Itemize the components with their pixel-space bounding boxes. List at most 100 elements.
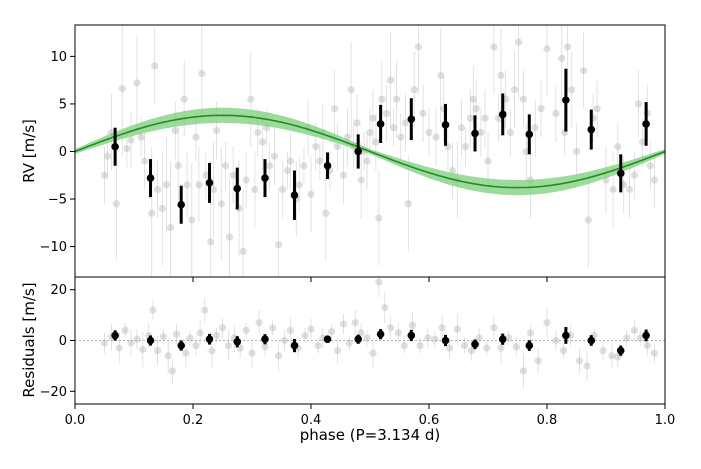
raw-point xyxy=(366,128,374,137)
raw-point xyxy=(347,86,355,94)
raw-point xyxy=(174,162,182,170)
raw-point xyxy=(636,334,644,342)
raw-point xyxy=(414,43,422,51)
binned-point xyxy=(498,335,507,344)
raw-point xyxy=(519,367,528,375)
raw-point xyxy=(490,43,498,51)
raw-point xyxy=(401,119,409,127)
raw-point xyxy=(363,334,371,342)
raw-point xyxy=(437,71,445,79)
raw-point xyxy=(650,349,658,357)
raw-point xyxy=(519,95,528,103)
raw-point xyxy=(154,185,162,194)
phase-x-tick-label: 1.0 xyxy=(655,413,676,428)
binned-point xyxy=(205,335,214,344)
raw-point xyxy=(510,86,519,94)
raw-point xyxy=(497,344,505,352)
raw-point xyxy=(583,362,591,370)
raw-point xyxy=(186,334,194,342)
raw-point xyxy=(224,341,232,350)
binned-point xyxy=(587,125,596,134)
raw-point xyxy=(307,325,315,333)
raw-point xyxy=(270,152,279,160)
raw-point xyxy=(141,157,149,165)
raw-point xyxy=(254,128,262,137)
raw-point xyxy=(202,171,210,179)
raw-point xyxy=(599,347,607,355)
raw-point xyxy=(449,166,457,175)
raw-point xyxy=(410,86,418,94)
raw-point xyxy=(248,349,256,357)
residuals-y-tick-label: 20 xyxy=(50,283,67,298)
raw-point xyxy=(363,157,371,165)
rv-y-ticks: −10 −5 0 5 10 xyxy=(40,50,75,255)
raw-point xyxy=(469,95,477,103)
binned-point xyxy=(642,120,650,128)
raw-point xyxy=(394,329,402,337)
binned-point xyxy=(498,110,507,119)
phase-x-tick-label: 0.8 xyxy=(537,413,558,428)
raw-point xyxy=(218,324,227,332)
raw-point xyxy=(151,62,159,70)
residuals-x-ticks: 0.0 0.2 0.4 0.6 0.8 1.0 xyxy=(65,404,676,428)
raw-point xyxy=(484,157,492,165)
rv-model xyxy=(75,107,665,196)
binned-point xyxy=(354,147,363,156)
raw-point xyxy=(543,319,551,327)
raw-point xyxy=(477,128,485,137)
rv-binned-points xyxy=(111,68,650,224)
raw-point xyxy=(534,357,542,365)
raw-point xyxy=(404,200,412,208)
raw-point xyxy=(432,133,440,141)
raw-point xyxy=(512,343,520,351)
binned-point xyxy=(407,115,416,123)
raw-point xyxy=(526,329,535,337)
raw-point xyxy=(630,326,638,334)
raw-point xyxy=(172,330,181,338)
raw-point xyxy=(154,347,162,355)
raw-point xyxy=(515,38,523,46)
binned-point xyxy=(261,174,269,182)
raw-point xyxy=(274,241,283,249)
raw-point xyxy=(301,331,309,340)
raw-point xyxy=(400,341,408,350)
raw-point xyxy=(457,124,466,132)
raw-point xyxy=(295,181,303,189)
raw-point xyxy=(188,216,196,224)
model-curve xyxy=(75,114,665,189)
raw-point xyxy=(453,325,461,333)
raw-point xyxy=(375,278,383,286)
raw-point xyxy=(217,200,225,208)
rv-y-axis-label: RV [m/s] xyxy=(20,119,38,183)
raw-point xyxy=(579,67,588,75)
binned-point xyxy=(323,335,332,344)
binned-point xyxy=(323,161,332,170)
raw-point xyxy=(483,344,491,352)
raw-point xyxy=(431,335,439,343)
raw-point xyxy=(543,45,551,53)
phase-x-axis-label: phase (P=3.134 d) xyxy=(300,426,441,444)
binned-point xyxy=(354,335,363,344)
raw-point xyxy=(638,138,647,146)
residuals-panel: −20 0 20 0.0 0.2 0.4 0.6 0.8 1.0 Residuals [m/s… xyxy=(20,276,676,444)
raw-point xyxy=(198,69,206,78)
raw-point xyxy=(149,306,157,314)
raw-point xyxy=(314,341,322,350)
raw-point xyxy=(137,133,145,141)
raw-point xyxy=(274,352,283,360)
raw-point xyxy=(375,214,383,222)
raw-point xyxy=(133,79,141,87)
rv-y-tick-label: −10 xyxy=(40,240,67,255)
raw-point xyxy=(646,162,654,170)
raw-point xyxy=(466,114,474,122)
raw-point xyxy=(559,347,568,355)
rv-y-tick-label: −5 xyxy=(48,193,67,208)
binned-point xyxy=(290,341,299,350)
raw-point xyxy=(345,339,353,347)
phase-x-tick-label: 0.4 xyxy=(301,413,322,428)
raw-point xyxy=(180,95,188,103)
raw-point xyxy=(213,126,221,135)
binned-point xyxy=(441,121,450,129)
binned-point xyxy=(205,179,214,187)
binned-point xyxy=(233,184,242,193)
